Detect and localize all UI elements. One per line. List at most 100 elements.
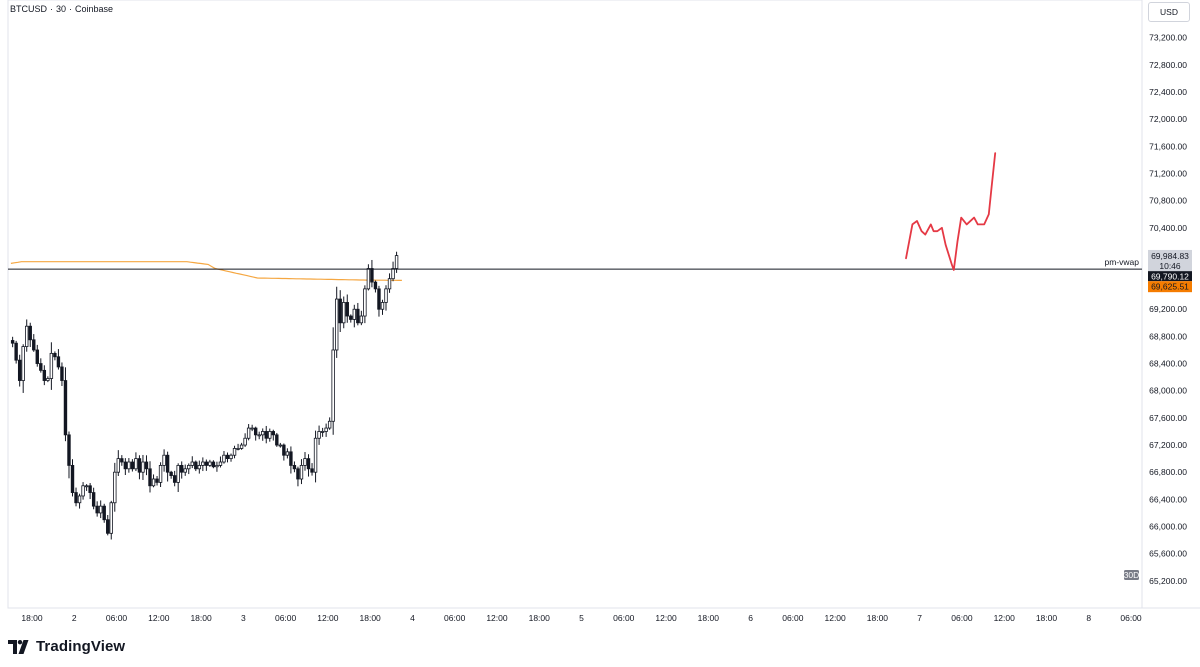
candle-body <box>56 356 61 368</box>
candle-body <box>222 454 226 463</box>
candle-body <box>387 278 392 290</box>
candle-body <box>324 427 328 432</box>
candle-body <box>113 471 117 504</box>
y-tick-label: 68,000.00 <box>1149 386 1187 396</box>
candle <box>141 454 145 480</box>
candle-body <box>338 298 342 324</box>
candle <box>342 296 346 329</box>
candle-body <box>162 454 166 466</box>
candle-body <box>317 431 321 439</box>
candle <box>70 459 75 497</box>
x-tick-label: 18:00 <box>529 613 551 623</box>
candle-body <box>275 434 279 446</box>
candle <box>123 458 128 476</box>
y-tick-label: 66,000.00 <box>1149 522 1187 532</box>
candle-body <box>243 437 247 446</box>
x-tick-label: 6 <box>748 613 753 623</box>
candle-body <box>268 431 272 439</box>
candle-body <box>201 461 205 466</box>
candle-body <box>144 461 149 470</box>
candle-body <box>21 346 25 381</box>
candle <box>257 431 261 440</box>
candle-body <box>250 427 254 430</box>
x-tick-label: 18:00 <box>21 613 43 623</box>
candle-body <box>148 468 152 487</box>
candle-body <box>17 359 22 381</box>
x-tick-label: 8 <box>1086 613 1091 623</box>
brand-name: TradingView <box>36 638 126 655</box>
candle <box>225 452 230 463</box>
candle-body <box>352 308 357 320</box>
candle-body <box>74 492 78 504</box>
x-tick-label: 5 <box>579 613 584 623</box>
candle-body <box>88 485 92 493</box>
candle <box>215 461 219 472</box>
pm-vwap-line: pm-vwap <box>8 257 1142 270</box>
candle-body <box>310 468 314 473</box>
candle-body <box>394 255 399 269</box>
candle <box>56 349 61 370</box>
candle <box>320 427 325 437</box>
y-tick-label: 69,200.00 <box>1149 304 1187 314</box>
candle <box>165 451 170 482</box>
hline-price-tag-bg <box>1148 271 1192 282</box>
candle-body <box>106 519 110 534</box>
candle-body <box>109 502 113 534</box>
bar-countdown: 10:46 <box>1159 261 1181 271</box>
candle <box>183 464 187 476</box>
candle-body <box>204 461 209 466</box>
candle-body <box>98 505 103 514</box>
candle-body <box>32 339 36 351</box>
candle <box>148 461 152 493</box>
candle-body <box>313 437 318 473</box>
candle <box>32 334 36 352</box>
candle <box>102 503 106 523</box>
candle <box>116 450 121 476</box>
candle-body <box>183 468 187 473</box>
vwap-series <box>10 261 402 281</box>
candle <box>334 286 339 358</box>
candle-body <box>127 461 131 470</box>
candle-body <box>25 325 29 347</box>
candle-body <box>306 458 311 470</box>
currency-selector[interactable]: USD <box>1148 2 1190 22</box>
candle <box>190 456 194 469</box>
candle <box>180 461 184 479</box>
candle-body <box>334 298 339 351</box>
candle <box>201 457 205 472</box>
candle <box>310 463 314 476</box>
x-tick-label: 06:00 <box>106 613 128 623</box>
x-tick-label: 06:00 <box>613 613 635 623</box>
x-tick-label: 18:00 <box>360 613 382 623</box>
candle <box>384 285 388 311</box>
hline-price-value: 69,790.12 <box>1151 272 1189 282</box>
candle-body <box>151 478 156 487</box>
candle-body <box>63 380 68 436</box>
symbol-exchange: Coinbase <box>75 4 114 14</box>
candle <box>391 261 395 282</box>
candle <box>271 429 275 441</box>
title-separator: · <box>69 4 73 14</box>
candle <box>10 336 15 348</box>
candle-body <box>70 465 75 493</box>
candle-body <box>155 478 159 483</box>
candle-body <box>342 302 346 324</box>
candle <box>268 428 272 442</box>
candle-body <box>120 458 124 463</box>
candle <box>327 417 332 430</box>
candle <box>134 452 138 472</box>
candle-body <box>285 451 290 456</box>
x-tick-label: 12:00 <box>994 613 1016 623</box>
tradingview-logo[interactable]: TradingView <box>8 638 125 655</box>
candle <box>39 358 43 373</box>
last-price-value: 69,984.83 <box>1151 251 1189 261</box>
candle <box>49 342 54 390</box>
candle <box>370 259 374 288</box>
symbol-title[interactable]: BTCUSD · 30 · Coinbase <box>10 4 113 14</box>
candle-body <box>377 288 381 310</box>
candle <box>137 455 142 480</box>
x-tick-label: 3 <box>241 613 246 623</box>
symbol-interval: 30 <box>56 4 67 14</box>
